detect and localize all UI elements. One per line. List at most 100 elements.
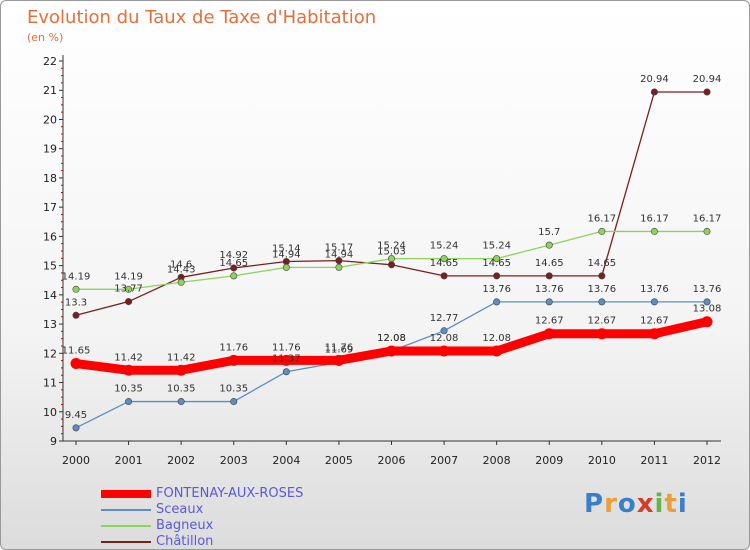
x-tick-label: 2012 [693,454,721,467]
data-label-bagneux: 15.24 [482,241,511,252]
data-point-bagneux [177,278,185,286]
series-layer [70,88,713,432]
logo-letter: i [677,489,688,519]
data-label-sceaux: 13.76 [535,284,564,295]
legend-swatch-sceaux [101,509,151,511]
data-label-sceaux: 10.35 [114,384,143,395]
data-label-ch-tillon: 14.65 [535,258,564,269]
data-point-bagneux [598,227,606,235]
x-tick-label: 2011 [640,454,668,467]
data-label-sceaux: 12.08 [377,333,406,344]
data-point-fontenay-aux-roses [438,345,450,357]
data-label-ch-tillon: 14.6 [170,259,192,270]
data-point-sceaux [703,298,711,306]
data-point-ch-tillon [387,261,395,269]
x-tick-label: 2009 [535,454,563,467]
data-label-bagneux: 14.94 [272,249,301,260]
y-tick-label: 16 [43,230,57,243]
data-point-bagneux [230,272,238,280]
y-tick-label: 22 [43,55,57,68]
data-point-sceaux [230,398,238,406]
legend-label-bagneux: Bagneux [156,518,214,533]
data-label-ch-tillon: 14.92 [219,250,248,261]
data-label-sceaux: 11.69 [325,344,354,355]
x-tick-label: 2001 [115,454,143,467]
legend-label-chatillon: Châtillon [156,534,214,549]
data-label-ch-tillon: 15.17 [325,243,354,254]
logo-letter: i [654,489,665,519]
data-point-sceaux [598,298,606,306]
data-label-fontenay-aux-roses: 11.76 [272,342,301,353]
data-point-fontenay-aux-roses [228,354,240,366]
data-label-fontenay-aux-roses: 11.42 [114,352,143,363]
data-label-sceaux: 13.76 [482,284,511,295]
data-point-ch-tillon [72,311,80,319]
data-label-fontenay-aux-roses: 12.08 [430,333,459,344]
data-point-fontenay-aux-roses [491,345,503,357]
data-label-sceaux: 13.76 [693,284,722,295]
data-label-fontenay-aux-roses: 11.76 [325,342,354,353]
x-tick-label: 2004 [272,454,300,467]
y-tick-label: 13 [43,318,57,331]
logo-letter: x [636,489,655,519]
logo-letter: t [664,489,678,519]
data-point-fontenay-aux-roses [123,364,135,376]
data-label-sceaux: 13.76 [588,284,617,295]
data-label-bagneux: 14.19 [114,271,143,282]
data-point-ch-tillon [335,257,343,265]
y-tick-label: 15 [43,260,57,273]
data-point-sceaux [72,424,80,432]
data-label-bagneux: 16.17 [693,213,722,224]
x-tick-label: 2000 [62,454,90,467]
legend-label-sceaux: Sceaux [156,502,204,517]
data-point-sceaux [125,398,133,406]
chart-subtitle: (en %) [27,31,64,44]
data-label-fontenay-aux-roses: 11.42 [167,352,196,363]
data-point-fontenay-aux-roses [648,328,660,340]
data-point-ch-tillon [650,88,658,96]
data-point-sceaux [493,298,501,306]
data-point-ch-tillon [545,272,553,280]
data-point-fontenay-aux-roses [386,345,397,357]
x-tick-label: 2003 [220,454,248,467]
data-label-sceaux: 13.76 [640,284,669,295]
data-point-bagneux [387,255,395,263]
data-label-fontenay-aux-roses: 11.76 [219,342,248,353]
x-tick-label: 2002 [167,454,195,467]
x-tick-label: 2008 [483,454,511,467]
logo-letter: P [584,489,605,519]
y-tick-label: 12 [43,347,57,360]
data-label-ch-tillon: 13.77 [114,284,143,295]
data-point-bagneux [493,255,501,263]
x-tick-label: 2005 [325,454,353,467]
y-tick-label: 21 [43,84,57,97]
data-label-bagneux: 16.17 [640,213,669,224]
data-point-sceaux [545,298,553,306]
data-point-ch-tillon [493,272,501,280]
data-point-bagneux [282,263,290,271]
data-label-ch-tillon: 20.94 [693,74,722,85]
y-tick-label: 19 [43,143,57,156]
data-point-ch-tillon [230,264,238,272]
data-label-bagneux: 14.94 [325,249,354,260]
data-point-sceaux [282,368,290,376]
data-point-bagneux [125,285,133,293]
y-tick-label: 18 [43,172,57,185]
y-tick-label: 11 [43,377,57,390]
data-point-bagneux [545,241,553,249]
legend-label-fontenay: FONTENAY-AUX-ROSES [156,486,304,501]
x-tick-label: 2006 [378,454,406,467]
x-tick-label: 2010 [588,454,616,467]
data-label-bagneux: 15.7 [538,227,560,238]
data-label-fontenay-aux-roses: 12.08 [377,333,406,344]
data-point-bagneux [72,285,80,293]
legend-swatch-bagneux [101,525,151,527]
y-tick-label: 10 [43,406,57,419]
data-label-bagneux: 15.24 [377,241,406,252]
data-point-fontenay-aux-roses [333,354,345,366]
series-line-ch-tillon [75,91,708,316]
data-label-sceaux: 10.35 [219,384,248,395]
data-label-bagneux: 14.43 [167,264,196,275]
